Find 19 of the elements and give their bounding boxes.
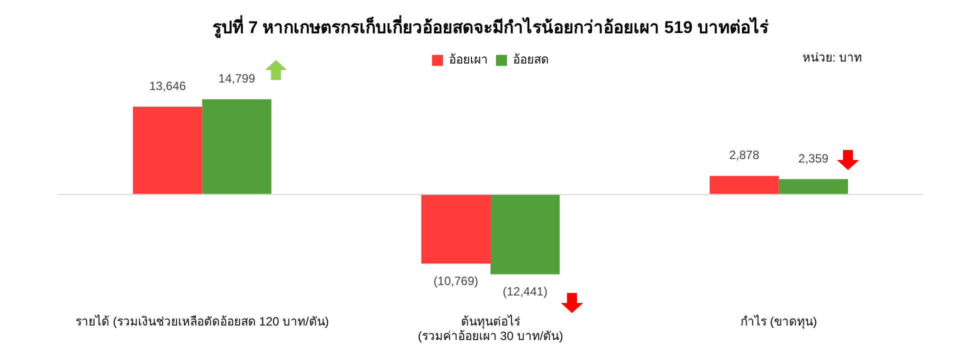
x-tick-label: กำไร (ขาดทุน) xyxy=(740,314,817,330)
data-label: 2,359 xyxy=(798,151,829,166)
x-tick-label: ต้นทุนต่อไร่ (รวมค่าอ้อยเผา 30 บาท/ตัน) xyxy=(418,314,564,344)
data-label: (10,769) xyxy=(434,274,478,288)
bar xyxy=(421,194,490,264)
data-label: 13,646 xyxy=(149,78,186,93)
data-label: (12,441) xyxy=(502,284,548,299)
x-tick-label: รายได้ (รวมเงินช่วยเหลือตัดอ้อยสด 120 บาท/ตัน) xyxy=(75,314,329,329)
bar xyxy=(202,99,272,194)
data-label: 14,799 xyxy=(218,72,256,86)
data-label: 2,878 xyxy=(729,148,760,162)
bar xyxy=(710,176,779,194)
legend-label: อ้อยสด xyxy=(513,52,549,67)
text: หน่วย: บาท xyxy=(802,50,862,64)
chart-title: รูปที่ 7 หากเกษตรกรเก็บเกี่ยวอ้อยสดจะมีกำไรน้อยกว่าอ้อยเผา 519 บาทต่อไร่ xyxy=(212,14,770,39)
legend-label: อ้อยเผา xyxy=(449,52,488,67)
bar xyxy=(132,106,202,194)
bar xyxy=(778,179,848,194)
bar xyxy=(490,194,560,274)
